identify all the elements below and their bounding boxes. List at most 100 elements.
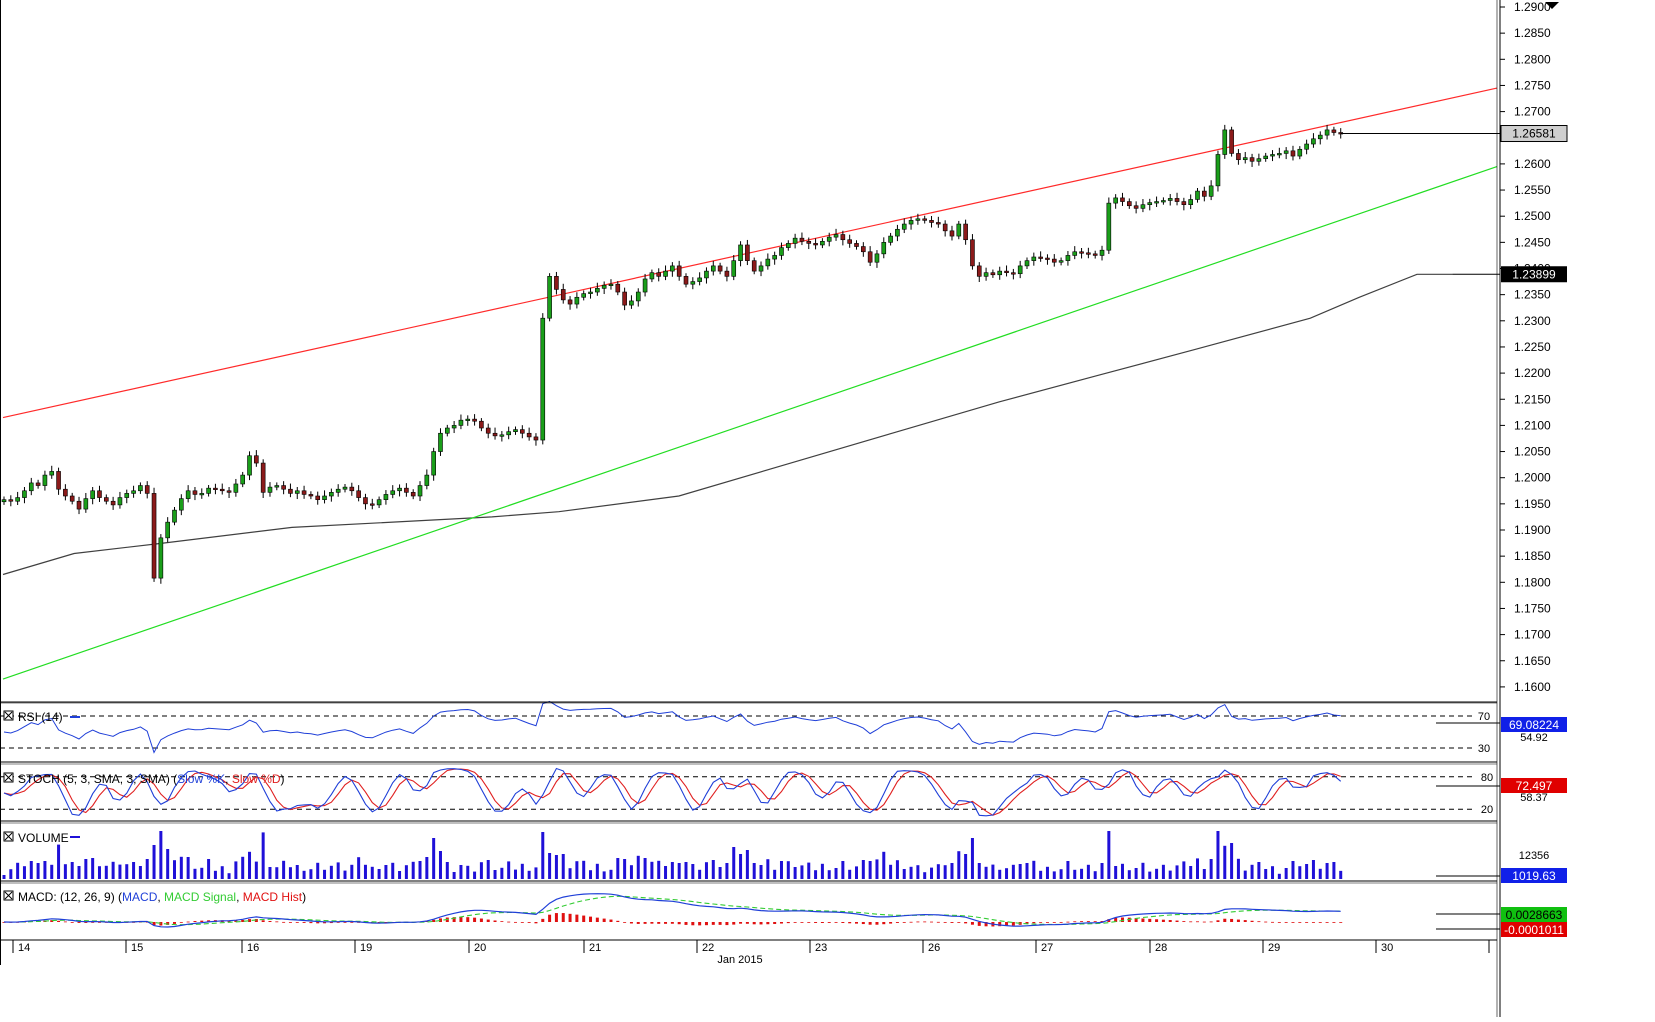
candle	[1004, 265, 1009, 277]
candle-body-up	[704, 270, 709, 279]
volume-bar	[725, 863, 729, 879]
candle-body-up	[997, 270, 1003, 276]
price-panel[interactable]: 1.29001.28501.28001.27501.27001.26501.26…	[1, 0, 1568, 694]
collapse-arrow-icon[interactable]	[1545, 2, 1559, 9]
close-box-icon[interactable]	[3, 772, 14, 783]
y-tick-label: 1.1800	[1514, 575, 1551, 589]
macd-hist-bar	[173, 922, 176, 924]
volume-bar	[63, 864, 67, 879]
volume-bar	[473, 871, 477, 879]
volume-bar	[254, 861, 258, 879]
candle	[615, 281, 621, 296]
stoch-panel[interactable]: 80 20 STOCH (5, 3, SMA, 3, SMA) (Slow %K, …	[0, 767, 1567, 817]
volume-bar	[459, 865, 463, 879]
candle	[697, 272, 702, 286]
stoch-title: STOCH (5, 3, SMA, 3, SMA) (Slow %K, Slow…	[18, 772, 285, 786]
macd-hist-bar	[282, 921, 286, 923]
trend-channel[interactable]	[2, 87, 1498, 680]
macd-hist-bar	[650, 922, 654, 924]
volume-bar	[466, 865, 470, 879]
candle-body-down	[254, 455, 259, 464]
volume-bar	[834, 868, 838, 879]
candle	[117, 491, 123, 509]
candle-body-down	[799, 237, 805, 242]
candle-body-down	[717, 265, 723, 272]
candle-body-down	[56, 471, 61, 490]
candle-body-down	[76, 500, 82, 510]
candle-body-down	[963, 223, 968, 241]
close-box-icon[interactable]	[3, 890, 14, 901]
candle	[635, 288, 641, 307]
volume-bar	[1018, 864, 1022, 879]
candle-body-up	[908, 220, 914, 225]
candle-body-up	[322, 495, 327, 500]
close-box-icon[interactable]	[3, 831, 14, 842]
volume-bar	[786, 861, 790, 879]
candle	[1045, 254, 1050, 265]
candle-body-up	[206, 487, 211, 494]
macd-hist-bar	[1257, 921, 1261, 923]
macd-hist-bar	[479, 918, 483, 922]
volume-bar	[391, 862, 395, 879]
macd-hist-bar	[643, 922, 647, 924]
candle-body-up	[424, 474, 430, 486]
candle	[42, 470, 48, 491]
macd-hist-bar	[1114, 917, 1118, 922]
candle	[547, 273, 552, 322]
macd-hist-bar	[752, 922, 756, 925]
candle-body-up	[956, 223, 962, 237]
candle-body-down	[1174, 198, 1180, 202]
candle	[888, 232, 893, 246]
candle	[560, 283, 566, 304]
volume-bar	[404, 865, 408, 879]
candle-body-up	[785, 243, 791, 248]
close-box-icon[interactable]	[3, 710, 14, 721]
candle	[281, 481, 286, 495]
candle	[254, 450, 259, 467]
candle-body-up	[574, 296, 580, 305]
macd-panel[interactable]: MACD: (12, 26, 9) (MACD, MACD Signal, MA…	[2, 890, 1568, 937]
x-tick-label: 22	[702, 942, 714, 954]
volume-bar	[534, 867, 538, 879]
volume-bar	[1202, 869, 1206, 879]
macd-hist-bar	[848, 922, 852, 924]
candle-body-up	[1222, 129, 1228, 155]
volume-bar	[84, 859, 88, 879]
candle-body-down	[369, 503, 375, 506]
candle-body-up	[595, 288, 600, 293]
volume-bar	[514, 869, 517, 879]
candle	[690, 277, 696, 290]
macd-hist-bar	[1005, 922, 1009, 926]
volume-bar	[589, 870, 593, 879]
macd-hist-bar	[473, 917, 477, 922]
candle	[936, 216, 941, 228]
volume-bar	[309, 869, 313, 879]
volume-bar	[1182, 861, 1186, 879]
candle-body-down	[560, 289, 566, 301]
candle-body-up	[826, 236, 832, 242]
volume-bar	[841, 861, 845, 879]
candle-body-down	[1229, 129, 1234, 154]
volume-bar	[902, 869, 906, 879]
volume-panel[interactable]: VOLUME 12356 1019.63	[2, 831, 1568, 883]
candle-body-up	[131, 490, 136, 494]
volume-bar	[1080, 868, 1084, 879]
stoch-level-label: 20	[1481, 804, 1493, 816]
volume-bar	[1155, 868, 1159, 879]
volume-value: 1019.63	[1512, 869, 1556, 883]
candle	[922, 215, 928, 224]
volume-bar	[241, 856, 245, 879]
candle-body-down	[922, 218, 928, 221]
candle-body-down	[1051, 258, 1057, 263]
volume-bar	[104, 865, 108, 879]
candle-body-down	[1038, 256, 1043, 259]
volume-title: VOLUME	[18, 831, 69, 845]
candle-body-down	[151, 493, 157, 579]
volume-bar	[616, 858, 620, 879]
candle	[124, 489, 130, 504]
volume-bar	[1196, 858, 1199, 879]
candle	[683, 273, 689, 288]
macd-hist-bar	[1264, 921, 1268, 923]
candle	[1331, 126, 1337, 136]
